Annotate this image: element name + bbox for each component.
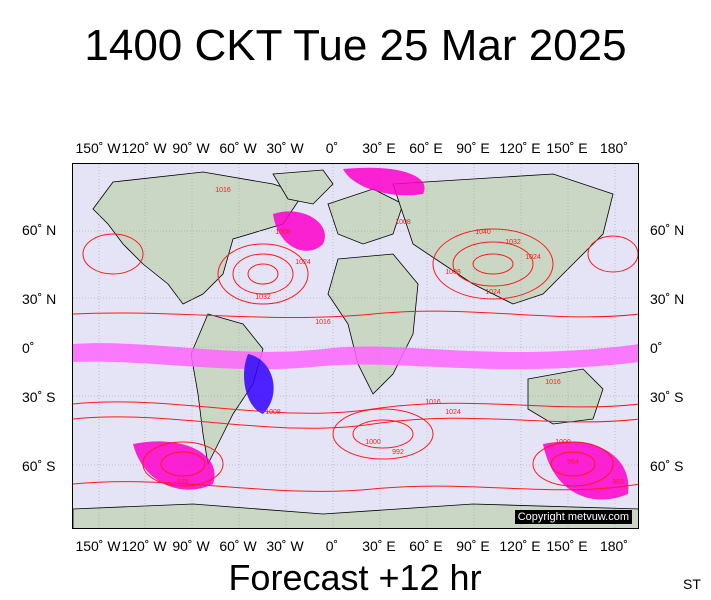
lon-label: 60˚ E [409, 140, 443, 156]
longitude-axis-top: 150˚ W 120˚ W 90˚ W 60˚ W 30˚ W 0˚ 30˚ E… [0, 140, 711, 160]
greenland [272, 169, 334, 205]
lat-label: 0˚ [650, 340, 663, 356]
precip-arctic [343, 167, 425, 196]
lon-label: 150˚ W [75, 140, 121, 156]
isobar-label: 1016 [425, 399, 441, 406]
weather-map: 1016 1024 1008 1032 1016 1008 1024 1016 1000 992 1… [72, 163, 639, 529]
lon-label: 150˚ E [546, 140, 588, 156]
isobar-label: 1016 [545, 379, 561, 386]
lon-label: 60˚ W [219, 140, 257, 156]
lon-label: 120˚ W [121, 140, 167, 156]
antarctica [73, 503, 638, 528]
lon-label: 90˚ W [172, 140, 210, 156]
precip-south-america-east [243, 354, 274, 414]
lat-label: 60˚ S [22, 458, 56, 474]
lon-label: 90˚ E [456, 140, 490, 156]
lat-label: 30˚ N [22, 291, 57, 307]
lat-label: 0˚ [22, 340, 35, 356]
forecast-title: 1400 CKT Tue 25 Mar 2025 [84, 21, 627, 70]
precipitation-areas [73, 167, 638, 500]
lat-label: 60˚ N [650, 222, 685, 238]
lon-label: 30˚ E [362, 538, 396, 554]
lon-label: 30˚ W [266, 538, 304, 554]
isobar-label: 976 [177, 479, 189, 486]
lat-label: 30˚ S [22, 389, 56, 405]
lon-label: 0˚ [325, 140, 339, 156]
lon-label: 90˚ W [172, 538, 210, 554]
lon-label: 60˚ W [219, 538, 257, 554]
lon-label: 120˚ W [121, 538, 167, 554]
lon-label: 180˚ [599, 140, 629, 156]
copyright-notice: Copyright metvuw.com [514, 510, 632, 524]
isobar-label: 1000 [365, 439, 381, 446]
isobar-label: 992 [392, 449, 404, 456]
isobar-label: 1040 [475, 229, 491, 236]
isobar-label: 1024 [295, 259, 311, 266]
precip-atlantic-north [273, 211, 325, 251]
lon-label: 0˚ [325, 538, 339, 554]
lon-label: 30˚ W [266, 140, 304, 156]
australia [527, 368, 604, 425]
isobar-label: 1032 [255, 294, 271, 301]
isobar-label: 984 [567, 459, 579, 466]
lon-label: 90˚ E [456, 538, 490, 554]
forecast-lead-time: Forecast +12 hr [228, 557, 482, 598]
isobar-label: 968 [612, 479, 624, 486]
isobar-contours [73, 228, 638, 492]
lon-label: 150˚ W [75, 538, 121, 554]
precip-itcz [73, 343, 638, 370]
lon-label: 30˚ E [362, 140, 396, 156]
isobar-label: 1024 [445, 409, 461, 416]
asia [392, 173, 614, 305]
isobar-label: 1008 [395, 219, 411, 226]
corner-label: ST [683, 576, 701, 592]
lon-label: 120˚ E [499, 538, 541, 554]
isobar-label: 1008 [275, 229, 291, 236]
lat-label: 30˚ S [650, 389, 684, 405]
isobar-label: 1008 [265, 409, 281, 416]
lon-label: 150˚ E [546, 538, 588, 554]
isobar-label: 1024 [525, 254, 541, 261]
lon-label: 180˚ [599, 538, 629, 554]
isobar-labels: 1016 1024 1008 1032 1016 1008 1024 1016 1000 992 1… [177, 187, 624, 486]
isobar-label: 1024 [485, 289, 501, 296]
isobar-label: 1016 [215, 187, 231, 194]
lon-label: 60˚ E [409, 538, 443, 554]
isobar-label: 1008 [445, 269, 461, 276]
map-canvas: 1016 1024 1008 1032 1016 1008 1024 1016 1000 992 1… [73, 164, 638, 528]
longitude-axis-bottom: 150˚ W 120˚ W 90˚ W 60˚ W 30˚ W 0˚ 30˚ E… [0, 538, 711, 558]
lat-label: 60˚ N [22, 222, 57, 238]
lat-label: 60˚ S [650, 458, 684, 474]
lon-label: 120˚ E [499, 140, 541, 156]
isobar-label: 1032 [505, 239, 521, 246]
isobar-label: 1000 [555, 439, 571, 446]
isobar-label: 1016 [315, 319, 331, 326]
lat-label: 30˚ N [650, 291, 685, 307]
